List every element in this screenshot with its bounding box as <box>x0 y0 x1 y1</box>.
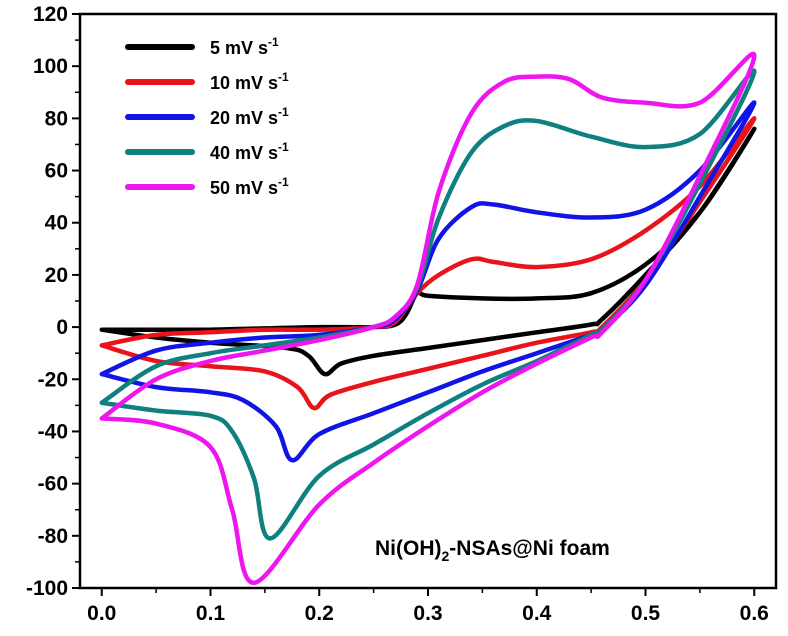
plot-frame <box>78 12 778 590</box>
annotation-subscript: 2 <box>442 548 450 564</box>
series-line-4 <box>99 68 757 541</box>
x-tick-label: 0.0 <box>87 602 116 625</box>
y-tick-label: 120 <box>33 3 68 26</box>
y-tick-label: 20 <box>45 264 68 287</box>
y-tick-label: -100 <box>26 577 68 600</box>
curves-layer <box>99 51 757 586</box>
x-tick-label: 0.5 <box>631 602 661 625</box>
axis-ticks: 0.0 0.1 0.2 0.3 0.4 0.5 0.6 -100 -80 -60 -40 -20 0 20… <box>26 3 769 625</box>
series-line-5 <box>99 51 757 586</box>
x-tick-label: 0.6 <box>740 602 769 625</box>
sample-annotation: Ni(OH)2-NSAs@Ni foam <box>375 537 610 564</box>
x-tick-label: 0.3 <box>413 602 442 625</box>
y-tick-label: -20 <box>38 368 68 391</box>
y-tick-label: 100 <box>33 55 68 78</box>
x-tick-label: 0.1 <box>196 602 226 625</box>
y-tick-label: 60 <box>45 160 68 183</box>
legend-label-4: 40 mV s-1 <box>210 140 289 163</box>
legend-label-5: 50 mV s-1 <box>210 175 289 198</box>
y-tick-label: 80 <box>45 107 68 130</box>
legend-label-1: 5 mV s-1 <box>210 35 279 58</box>
y-tick-label: 40 <box>45 212 68 235</box>
x-tick-label: 0.2 <box>305 602 334 625</box>
y-tick-label: 0 <box>56 316 68 339</box>
y-tick-label: -80 <box>38 525 68 548</box>
legend-label-2: 10 mV s-1 <box>210 70 289 93</box>
annotation-main: Ni(OH) <box>375 537 442 560</box>
y-tick-label: -60 <box>38 473 68 496</box>
y-tick-label: -40 <box>38 420 68 443</box>
x-tick-label: 0.4 <box>522 602 552 625</box>
legend: 5 mV s-1 10 mV s-1 20 mV s-1 40 mV s-1 50 mV… <box>125 35 289 198</box>
legend-label-3: 20 mV s-1 <box>210 105 289 128</box>
annotation-rest: -NSAs@Ni foam <box>449 537 610 560</box>
